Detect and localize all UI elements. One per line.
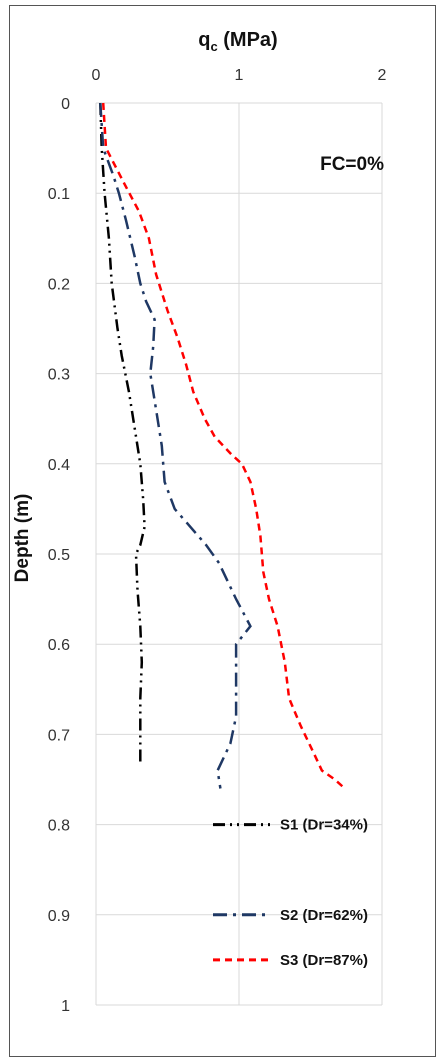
chart-frame xyxy=(9,5,436,1057)
y-tick-label: 0.4 xyxy=(48,457,70,474)
y-tick-label: 0.1 xyxy=(48,186,70,203)
grid-lines xyxy=(95,102,383,1006)
x-tick-label: 0 xyxy=(92,67,101,84)
y-tick-label: 0.9 xyxy=(48,908,70,925)
y-tick-label: 1 xyxy=(61,998,70,1015)
chart-title: qc (MPa) xyxy=(198,29,277,54)
y-tick-label: 0.5 xyxy=(48,547,70,564)
chart-title-subscript: c xyxy=(210,39,217,54)
legend-label-s2: S2 (Dr=62%) xyxy=(280,907,368,924)
y-tick-label: 0.7 xyxy=(48,727,70,744)
series-line-s3 xyxy=(101,102,346,790)
x-tick-label: 1 xyxy=(235,67,244,84)
legend-label-s3: S3 (Dr=87%) xyxy=(280,952,368,969)
y-tick-label: 0 xyxy=(61,96,70,113)
legend-label-s1: S1 (Dr=34%) xyxy=(280,817,368,834)
y-tick-label: 0.6 xyxy=(48,637,70,654)
y-tick-label: 0.8 xyxy=(48,818,70,835)
chart-title-main: q xyxy=(198,29,210,51)
legend: S1 (Dr=34%) S2 (Dr=62%) S3 (Dr=87%) xyxy=(213,817,368,969)
x-tick-label: 2 xyxy=(378,67,387,84)
series-layer xyxy=(99,102,346,790)
y-axis-label: Depth (m) xyxy=(12,494,33,583)
chart-title-unit: (MPa) xyxy=(218,29,278,51)
series-line-s1 xyxy=(99,102,146,762)
series-line-s2 xyxy=(99,102,252,789)
y-tick-label: 0.2 xyxy=(48,276,70,293)
tick-labels: 0 0.1 0.2 0.3 0.4 0.5 0.6 0.7 0.8 0.9 1 0 1 2 xyxy=(48,67,387,1015)
annotation-fc: FC=0% xyxy=(320,154,384,175)
y-tick-label: 0.3 xyxy=(48,367,70,384)
